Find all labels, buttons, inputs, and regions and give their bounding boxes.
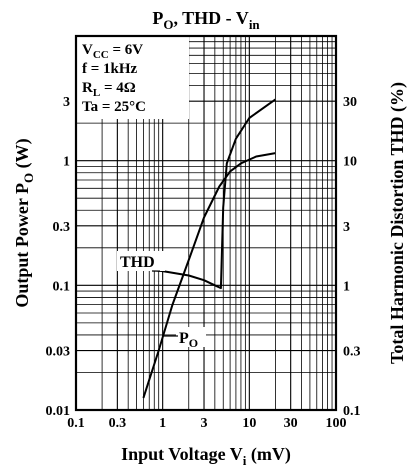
y-right-tick-label: 0.1 (343, 404, 361, 419)
thd-label-bg (117, 251, 165, 271)
po-label-bg (176, 327, 206, 347)
y-left-tick-label: 0.03 (46, 345, 71, 360)
x-tick-label: 3 (201, 416, 208, 431)
y-right-tick-label: 0.3 (343, 345, 361, 360)
grid (75, 36, 336, 411)
chart-title: PO, THD - Vin (152, 8, 260, 32)
condition-line-4: Ta = 25°C (82, 99, 146, 115)
x-tick-label: 30 (284, 416, 298, 431)
x-tick-label: 0.3 (109, 416, 127, 431)
y-right-tick-label: 3 (343, 220, 350, 235)
y-left-tick-label: 0.3 (53, 220, 71, 235)
series-label-thd: THD (120, 254, 155, 271)
condition-line-1: VCC = 6V (82, 42, 143, 61)
x-tick-label: 0.1 (67, 416, 85, 431)
x-axis-label: Input Voltage Vi (mV) (121, 444, 291, 468)
y-right-tick-label: 1 (343, 279, 350, 294)
conditions-box (77, 37, 189, 119)
y-left-tick-label: 0.01 (46, 404, 71, 419)
y-right-tick-label: 10 (343, 155, 357, 170)
y-left-tick-label: 3 (63, 95, 70, 110)
y-left-tick-label: 0.1 (53, 279, 71, 294)
y-right-tick-label: 30 (343, 95, 357, 110)
x-tick-label: 10 (242, 416, 256, 431)
series (142, 98, 276, 399)
series-label-po: PO (179, 330, 198, 350)
condition-line-2: f = 1kHz (82, 61, 138, 77)
conditions-background (77, 37, 189, 119)
y-axis-label-right: Total Harmonic Distortion THD (%) (387, 82, 408, 364)
x-tick-label: 100 (326, 416, 347, 431)
plot-frame (74, 34, 338, 412)
y-axis-label-left: Output Power PO (W) (12, 138, 36, 307)
x-tick-label: 1 (159, 416, 166, 431)
series-line-po (142, 152, 276, 399)
condition-line-3: RL = 4Ω (82, 80, 136, 99)
y-left-tick-label: 1 (63, 155, 70, 170)
series-line-thd (143, 98, 276, 290)
